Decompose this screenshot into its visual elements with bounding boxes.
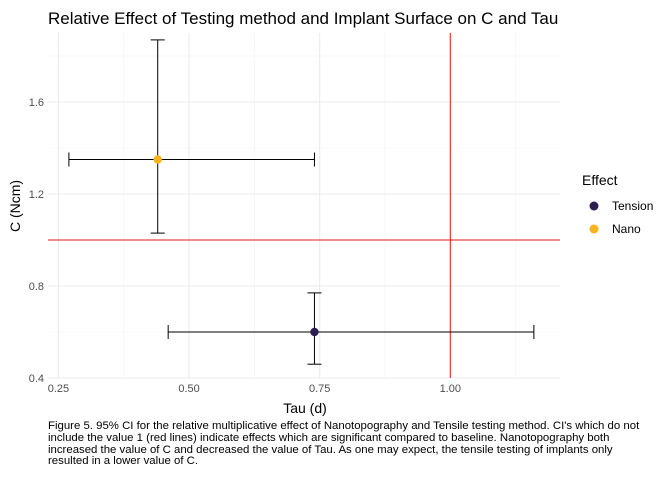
y-tick-label: 0.4: [29, 373, 44, 385]
data-point: [153, 155, 162, 164]
data-point: [310, 327, 319, 337]
tick-labels: 0.25 0.50 0.75 1.00 0.4 0.8 1.2 1.6: [29, 97, 461, 395]
series-tension: [167, 292, 535, 365]
legend: Effect Tension Nano: [582, 172, 653, 236]
chart-title: Relative Effect of Testing method and Im…: [48, 9, 558, 28]
legend-title: Effect: [582, 172, 618, 188]
legend-key-nano: [589, 224, 599, 234]
y-tick-label: 1.2: [29, 189, 44, 201]
series-nano: [68, 39, 315, 234]
gridlines: [48, 33, 560, 379]
y-tick-label: 0.8: [29, 281, 44, 293]
data-marks: [68, 39, 535, 365]
legend-label-tension: Tension: [612, 199, 653, 213]
legend-key-tension: [589, 201, 599, 211]
x-axis-title: Tau (d): [283, 400, 327, 416]
x-tick-label: 0.75: [309, 383, 330, 395]
y-axis-title: C (Ncm): [7, 180, 23, 232]
legend-label-nano: Nano: [612, 222, 641, 236]
y-tick-label: 1.6: [29, 97, 44, 109]
reference-lines: [48, 33, 560, 378]
figure-caption: Figure 5. 95% CI for the relative multip…: [48, 420, 640, 468]
x-tick-label: 1.00: [440, 383, 461, 395]
x-tick-label: 0.50: [178, 383, 199, 395]
x-tick-label: 0.25: [48, 383, 69, 395]
